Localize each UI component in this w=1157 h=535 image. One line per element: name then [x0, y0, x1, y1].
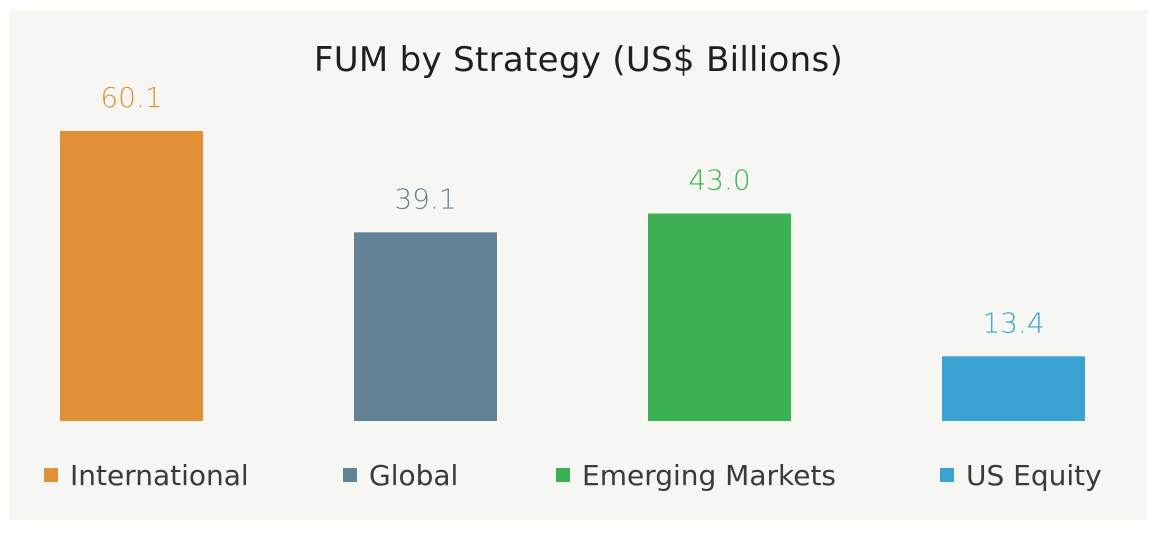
legend-swatch-international [44, 468, 58, 482]
value-label-global: 39.1 [394, 182, 456, 215]
value-label-us-equity: 13.4 [982, 306, 1044, 339]
value-label-international: 60.1 [100, 81, 162, 114]
legend-item-global: Global [343, 450, 458, 500]
legend: International Global Emerging Markets US Eq… [10, 450, 1147, 500]
legend-item-international: International [44, 450, 249, 500]
legend-swatch-emerging-markets [556, 468, 570, 482]
legend-item-emerging-markets: Emerging Markets [556, 450, 836, 500]
value-label-emerging-markets: 43.0 [688, 164, 750, 197]
legend-swatch-global [343, 468, 357, 482]
bar-chart: 60.1 39.1 43.0 13.4 [60, 81, 1085, 421]
legend-label-emerging-markets: Emerging Markets [582, 458, 837, 492]
legend-label-global: Global [369, 458, 459, 492]
bar-international [60, 131, 203, 421]
bar-emerging-markets [648, 213, 791, 421]
bar-global [354, 232, 497, 421]
bar-us-equity [942, 356, 1085, 421]
chart-title: FUM by Strategy (US$ Billions) [313, 40, 844, 80]
legend-label-international: International [70, 458, 249, 492]
legend-label-us-equity: US Equity [966, 458, 1102, 492]
chart-panel: FUM by Strategy (US$ Billions) 60.1 39.1 4… [10, 10, 1147, 520]
legend-swatch-us-equity [940, 468, 954, 482]
legend-item-us-equity: US Equity [940, 450, 1102, 500]
